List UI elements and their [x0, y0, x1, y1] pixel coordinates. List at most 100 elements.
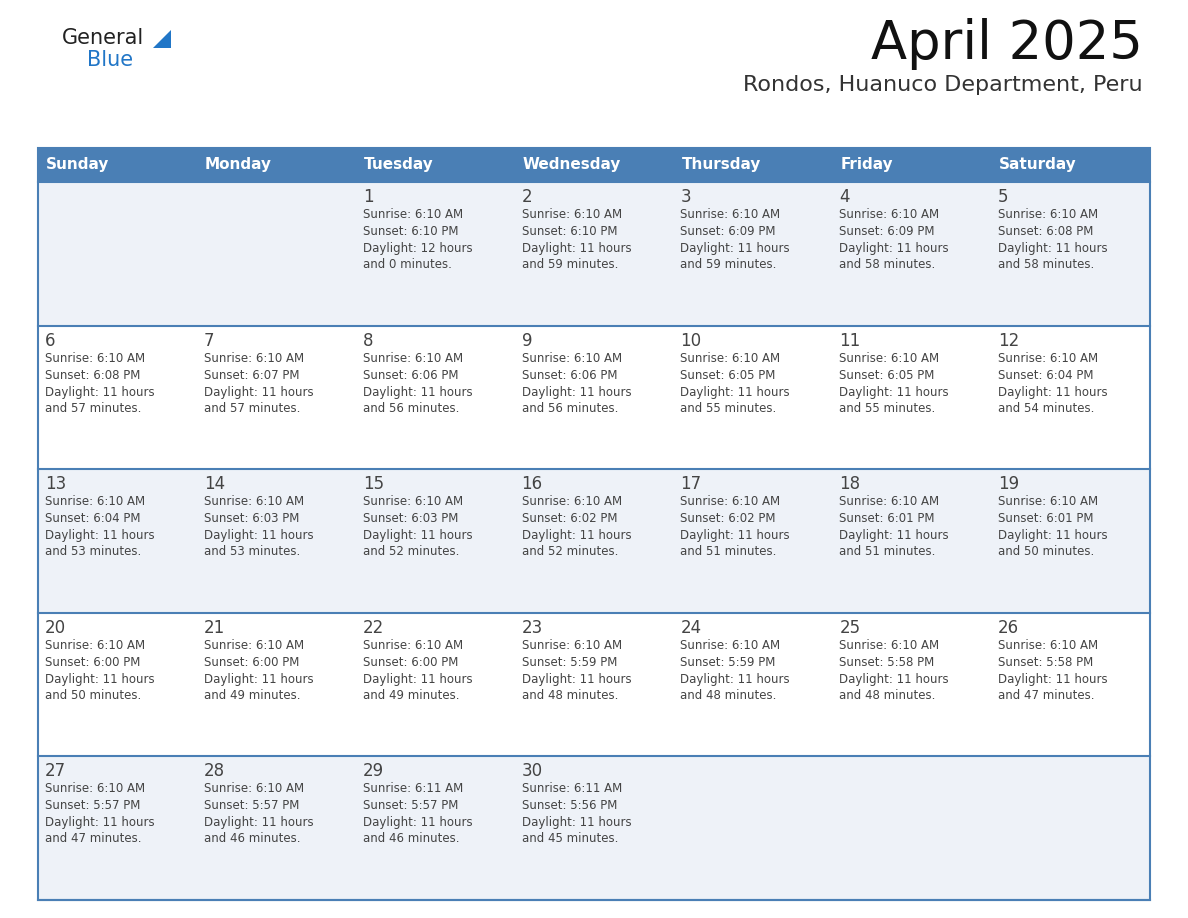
Text: and 59 minutes.: and 59 minutes.: [522, 258, 618, 271]
Text: Sunrise: 6:10 AM: Sunrise: 6:10 AM: [362, 352, 463, 364]
Text: and 58 minutes.: and 58 minutes.: [839, 258, 935, 271]
Text: Daylight: 11 hours: Daylight: 11 hours: [362, 673, 473, 686]
Text: 9: 9: [522, 331, 532, 350]
Text: 13: 13: [45, 476, 67, 493]
Text: Daylight: 11 hours: Daylight: 11 hours: [839, 673, 949, 686]
Text: 11: 11: [839, 331, 860, 350]
Text: Sunrise: 6:10 AM: Sunrise: 6:10 AM: [522, 639, 621, 652]
Text: Sunset: 5:56 PM: Sunset: 5:56 PM: [522, 800, 617, 812]
Text: 27: 27: [45, 763, 67, 780]
Text: Sunrise: 6:10 AM: Sunrise: 6:10 AM: [45, 782, 145, 795]
Text: Daylight: 11 hours: Daylight: 11 hours: [998, 529, 1107, 543]
Text: 23: 23: [522, 619, 543, 637]
Text: Sunset: 6:01 PM: Sunset: 6:01 PM: [998, 512, 1094, 525]
Text: and 58 minutes.: and 58 minutes.: [998, 258, 1094, 271]
Text: Daylight: 11 hours: Daylight: 11 hours: [45, 673, 154, 686]
Text: Daylight: 11 hours: Daylight: 11 hours: [362, 816, 473, 829]
Text: and 57 minutes.: and 57 minutes.: [45, 401, 141, 415]
Text: Daylight: 11 hours: Daylight: 11 hours: [681, 673, 790, 686]
Text: Daylight: 11 hours: Daylight: 11 hours: [839, 386, 949, 398]
Text: and 46 minutes.: and 46 minutes.: [362, 833, 460, 845]
Text: Sunrise: 6:10 AM: Sunrise: 6:10 AM: [522, 208, 621, 221]
Text: Sunrise: 6:10 AM: Sunrise: 6:10 AM: [681, 352, 781, 364]
Text: 5: 5: [998, 188, 1009, 206]
Text: Daylight: 11 hours: Daylight: 11 hours: [681, 242, 790, 255]
Text: Daylight: 11 hours: Daylight: 11 hours: [522, 242, 631, 255]
Text: 8: 8: [362, 331, 373, 350]
Text: 24: 24: [681, 619, 702, 637]
Text: Sunset: 6:08 PM: Sunset: 6:08 PM: [45, 369, 140, 382]
Text: Daylight: 11 hours: Daylight: 11 hours: [998, 386, 1107, 398]
Text: Friday: Friday: [840, 158, 893, 173]
Text: Sunrise: 6:10 AM: Sunrise: 6:10 AM: [45, 639, 145, 652]
Text: Daylight: 11 hours: Daylight: 11 hours: [998, 242, 1107, 255]
Text: and 48 minutes.: and 48 minutes.: [522, 688, 618, 701]
Text: Sunset: 6:06 PM: Sunset: 6:06 PM: [522, 369, 617, 382]
Text: Sunset: 5:58 PM: Sunset: 5:58 PM: [839, 655, 935, 669]
Text: Daylight: 11 hours: Daylight: 11 hours: [522, 816, 631, 829]
Text: Daylight: 11 hours: Daylight: 11 hours: [362, 386, 473, 398]
Text: Blue: Blue: [87, 50, 133, 70]
Text: Sunrise: 6:11 AM: Sunrise: 6:11 AM: [522, 782, 621, 795]
Text: Sunrise: 6:10 AM: Sunrise: 6:10 AM: [204, 782, 304, 795]
Text: Sunrise: 6:10 AM: Sunrise: 6:10 AM: [681, 208, 781, 221]
Text: Daylight: 11 hours: Daylight: 11 hours: [362, 529, 473, 543]
Text: and 51 minutes.: and 51 minutes.: [681, 545, 777, 558]
Text: and 55 minutes.: and 55 minutes.: [681, 401, 777, 415]
Text: Sunrise: 6:10 AM: Sunrise: 6:10 AM: [998, 495, 1098, 509]
Text: Daylight: 11 hours: Daylight: 11 hours: [681, 529, 790, 543]
Text: Tuesday: Tuesday: [364, 158, 434, 173]
Text: Daylight: 11 hours: Daylight: 11 hours: [522, 386, 631, 398]
Text: Sunrise: 6:10 AM: Sunrise: 6:10 AM: [998, 639, 1098, 652]
Text: Sunset: 6:10 PM: Sunset: 6:10 PM: [522, 225, 617, 238]
Text: Daylight: 11 hours: Daylight: 11 hours: [522, 673, 631, 686]
Text: 18: 18: [839, 476, 860, 493]
Text: Sunrise: 6:10 AM: Sunrise: 6:10 AM: [998, 208, 1098, 221]
Text: Sunrise: 6:10 AM: Sunrise: 6:10 AM: [839, 495, 940, 509]
Text: and 50 minutes.: and 50 minutes.: [45, 688, 141, 701]
Text: and 51 minutes.: and 51 minutes.: [839, 545, 936, 558]
Bar: [38, 148, 1150, 900]
Text: Sunset: 6:00 PM: Sunset: 6:00 PM: [45, 655, 140, 669]
Text: 21: 21: [204, 619, 225, 637]
Text: Daylight: 11 hours: Daylight: 11 hours: [998, 673, 1107, 686]
Text: 30: 30: [522, 763, 543, 780]
Text: and 47 minutes.: and 47 minutes.: [45, 833, 141, 845]
Text: Rondos, Huanuco Department, Peru: Rondos, Huanuco Department, Peru: [744, 75, 1143, 95]
Text: 3: 3: [681, 188, 691, 206]
Text: Sunrise: 6:10 AM: Sunrise: 6:10 AM: [839, 639, 940, 652]
Text: Sunset: 5:57 PM: Sunset: 5:57 PM: [204, 800, 299, 812]
Text: Daylight: 11 hours: Daylight: 11 hours: [204, 816, 314, 829]
Text: Daylight: 11 hours: Daylight: 11 hours: [45, 386, 154, 398]
Text: Sunrise: 6:10 AM: Sunrise: 6:10 AM: [45, 495, 145, 509]
Text: 28: 28: [204, 763, 225, 780]
Text: Sunset: 5:57 PM: Sunset: 5:57 PM: [45, 800, 140, 812]
Text: Daylight: 11 hours: Daylight: 11 hours: [45, 816, 154, 829]
Text: and 59 minutes.: and 59 minutes.: [681, 258, 777, 271]
Text: Daylight: 11 hours: Daylight: 11 hours: [45, 529, 154, 543]
Text: 2: 2: [522, 188, 532, 206]
Text: 4: 4: [839, 188, 849, 206]
Text: and 53 minutes.: and 53 minutes.: [45, 545, 141, 558]
Text: and 56 minutes.: and 56 minutes.: [522, 401, 618, 415]
Text: Daylight: 12 hours: Daylight: 12 hours: [362, 242, 473, 255]
Text: and 57 minutes.: and 57 minutes.: [204, 401, 301, 415]
Text: Sunrise: 6:10 AM: Sunrise: 6:10 AM: [362, 495, 463, 509]
Text: 25: 25: [839, 619, 860, 637]
Text: Sunrise: 6:11 AM: Sunrise: 6:11 AM: [362, 782, 463, 795]
Text: Daylight: 11 hours: Daylight: 11 hours: [839, 529, 949, 543]
Text: Sunset: 6:07 PM: Sunset: 6:07 PM: [204, 369, 299, 382]
Text: 19: 19: [998, 476, 1019, 493]
Text: Sunset: 6:00 PM: Sunset: 6:00 PM: [204, 655, 299, 669]
Text: and 49 minutes.: and 49 minutes.: [204, 688, 301, 701]
Text: Sunrise: 6:10 AM: Sunrise: 6:10 AM: [681, 639, 781, 652]
Bar: [38, 756, 1150, 900]
Bar: [38, 148, 1150, 182]
Text: Sunset: 6:10 PM: Sunset: 6:10 PM: [362, 225, 459, 238]
Text: and 0 minutes.: and 0 minutes.: [362, 258, 451, 271]
Text: and 49 minutes.: and 49 minutes.: [362, 688, 460, 701]
Text: 7: 7: [204, 331, 214, 350]
Text: and 48 minutes.: and 48 minutes.: [839, 688, 936, 701]
Text: Daylight: 11 hours: Daylight: 11 hours: [204, 529, 314, 543]
Text: 22: 22: [362, 619, 384, 637]
